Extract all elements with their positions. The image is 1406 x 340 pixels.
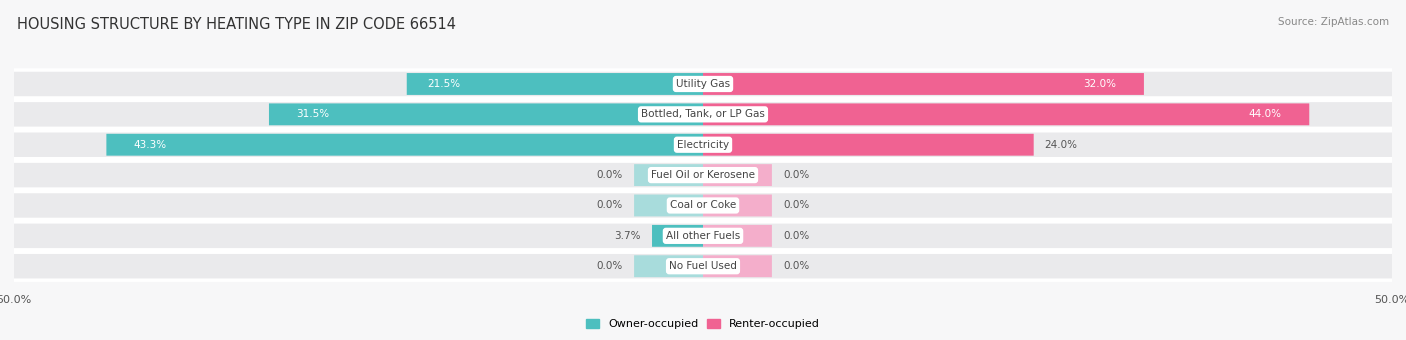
Text: 44.0%: 44.0% (1249, 109, 1282, 119)
Text: 0.0%: 0.0% (596, 170, 623, 180)
FancyBboxPatch shape (10, 222, 1396, 250)
Text: Fuel Oil or Kerosene: Fuel Oil or Kerosene (651, 170, 755, 180)
Text: 3.7%: 3.7% (614, 231, 641, 241)
Text: 0.0%: 0.0% (783, 201, 810, 210)
Text: 0.0%: 0.0% (596, 201, 623, 210)
Text: 0.0%: 0.0% (783, 231, 810, 241)
FancyBboxPatch shape (10, 100, 1396, 128)
Text: HOUSING STRUCTURE BY HEATING TYPE IN ZIP CODE 66514: HOUSING STRUCTURE BY HEATING TYPE IN ZIP… (17, 17, 456, 32)
Text: Source: ZipAtlas.com: Source: ZipAtlas.com (1278, 17, 1389, 27)
FancyBboxPatch shape (703, 225, 772, 247)
FancyBboxPatch shape (703, 255, 772, 277)
Text: Coal or Coke: Coal or Coke (669, 201, 737, 210)
Legend: Owner-occupied, Renter-occupied: Owner-occupied, Renter-occupied (581, 314, 825, 334)
Text: 32.0%: 32.0% (1084, 79, 1116, 89)
FancyBboxPatch shape (703, 134, 1033, 156)
FancyBboxPatch shape (10, 70, 1396, 98)
FancyBboxPatch shape (269, 103, 703, 125)
Text: 21.5%: 21.5% (427, 79, 461, 89)
Text: 24.0%: 24.0% (1045, 140, 1078, 150)
Text: Utility Gas: Utility Gas (676, 79, 730, 89)
FancyBboxPatch shape (10, 161, 1396, 189)
Text: Electricity: Electricity (676, 140, 730, 150)
FancyBboxPatch shape (10, 191, 1396, 219)
Text: No Fuel Used: No Fuel Used (669, 261, 737, 271)
FancyBboxPatch shape (107, 134, 703, 156)
FancyBboxPatch shape (703, 103, 1309, 125)
FancyBboxPatch shape (703, 164, 772, 186)
Text: 0.0%: 0.0% (596, 261, 623, 271)
FancyBboxPatch shape (634, 194, 703, 216)
Text: 0.0%: 0.0% (783, 261, 810, 271)
FancyBboxPatch shape (10, 252, 1396, 280)
Text: 31.5%: 31.5% (297, 109, 329, 119)
FancyBboxPatch shape (634, 164, 703, 186)
FancyBboxPatch shape (634, 255, 703, 277)
Text: 43.3%: 43.3% (134, 140, 167, 150)
FancyBboxPatch shape (703, 73, 1144, 95)
Text: 0.0%: 0.0% (783, 170, 810, 180)
FancyBboxPatch shape (406, 73, 703, 95)
FancyBboxPatch shape (703, 194, 772, 216)
FancyBboxPatch shape (652, 225, 703, 247)
Text: Bottled, Tank, or LP Gas: Bottled, Tank, or LP Gas (641, 109, 765, 119)
Text: All other Fuels: All other Fuels (666, 231, 740, 241)
FancyBboxPatch shape (10, 131, 1396, 159)
